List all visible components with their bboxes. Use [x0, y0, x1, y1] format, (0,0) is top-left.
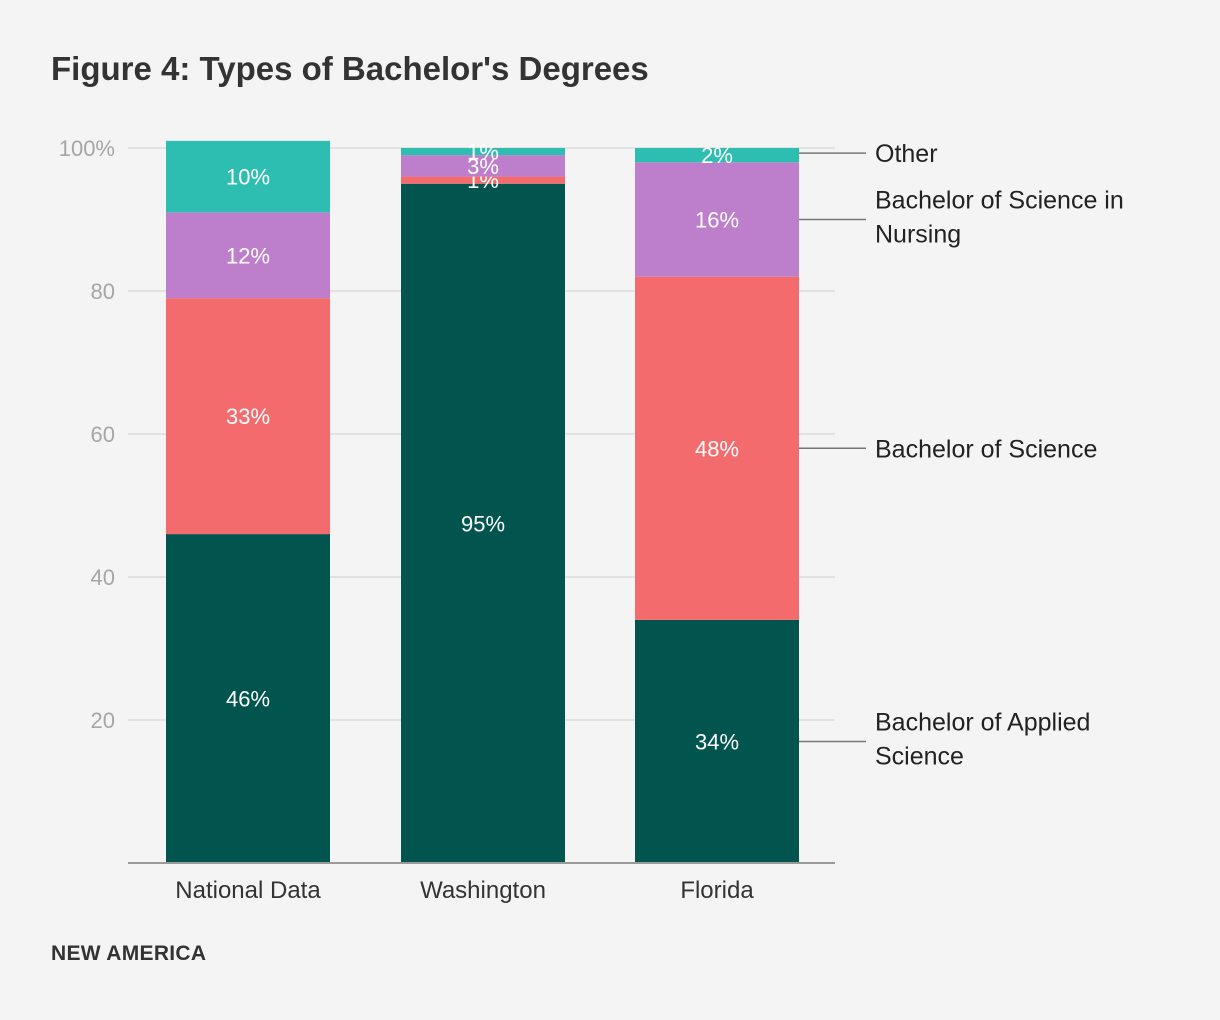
- bar-data-label: 3%: [467, 154, 499, 179]
- y-tick-label: 20: [91, 708, 115, 733]
- y-tick-label: 100%: [59, 136, 115, 161]
- bar-data-label: 16%: [695, 208, 739, 233]
- legend-label: Nursing: [875, 221, 961, 249]
- bar-segment: [401, 148, 565, 156]
- bar-data-label: 46%: [226, 687, 270, 712]
- y-tick-label: 60: [91, 422, 115, 447]
- bar-data-label: 33%: [226, 404, 270, 429]
- bar-data-label: 12%: [226, 243, 270, 268]
- legend-label: Bachelor of Science in: [875, 187, 1124, 215]
- x-tick-label: National Data: [175, 877, 321, 904]
- bar-data-label: 95%: [461, 511, 505, 536]
- bar-segment: [401, 183, 565, 863]
- x-tick-label: Washington: [420, 877, 546, 904]
- bar-segment: [635, 162, 799, 277]
- bar-segment: [635, 619, 799, 863]
- y-tick-label: 40: [91, 565, 115, 590]
- legend-label: Science: [875, 742, 964, 770]
- bar-data-label: 2%: [701, 143, 733, 168]
- bar-data-label: 1%: [467, 140, 499, 165]
- bar-data-label: 34%: [695, 729, 739, 754]
- legend-label: Bachelor of Applied: [875, 708, 1090, 736]
- bar-data-label: 10%: [226, 165, 270, 190]
- y-tick-label: 80: [91, 279, 115, 304]
- x-tick-label: Florida: [680, 877, 754, 904]
- bar-segment: [166, 140, 330, 213]
- bar-data-label: 48%: [695, 436, 739, 461]
- bar-segment: [166, 212, 330, 299]
- bar-segment: [166, 534, 330, 863]
- legend-label: Other: [875, 140, 938, 168]
- legend-label: Bachelor of Science: [875, 435, 1097, 463]
- bar-segment: [401, 155, 565, 177]
- bar-segment: [166, 298, 330, 535]
- chart-title: Figure 4: Types of Bachelor's Degrees: [51, 50, 649, 87]
- brand-logo-text: NEW AMERICA: [51, 942, 207, 965]
- bar-segment: [401, 176, 565, 184]
- bar-segment: [635, 148, 799, 163]
- bar-segment: [635, 276, 799, 620]
